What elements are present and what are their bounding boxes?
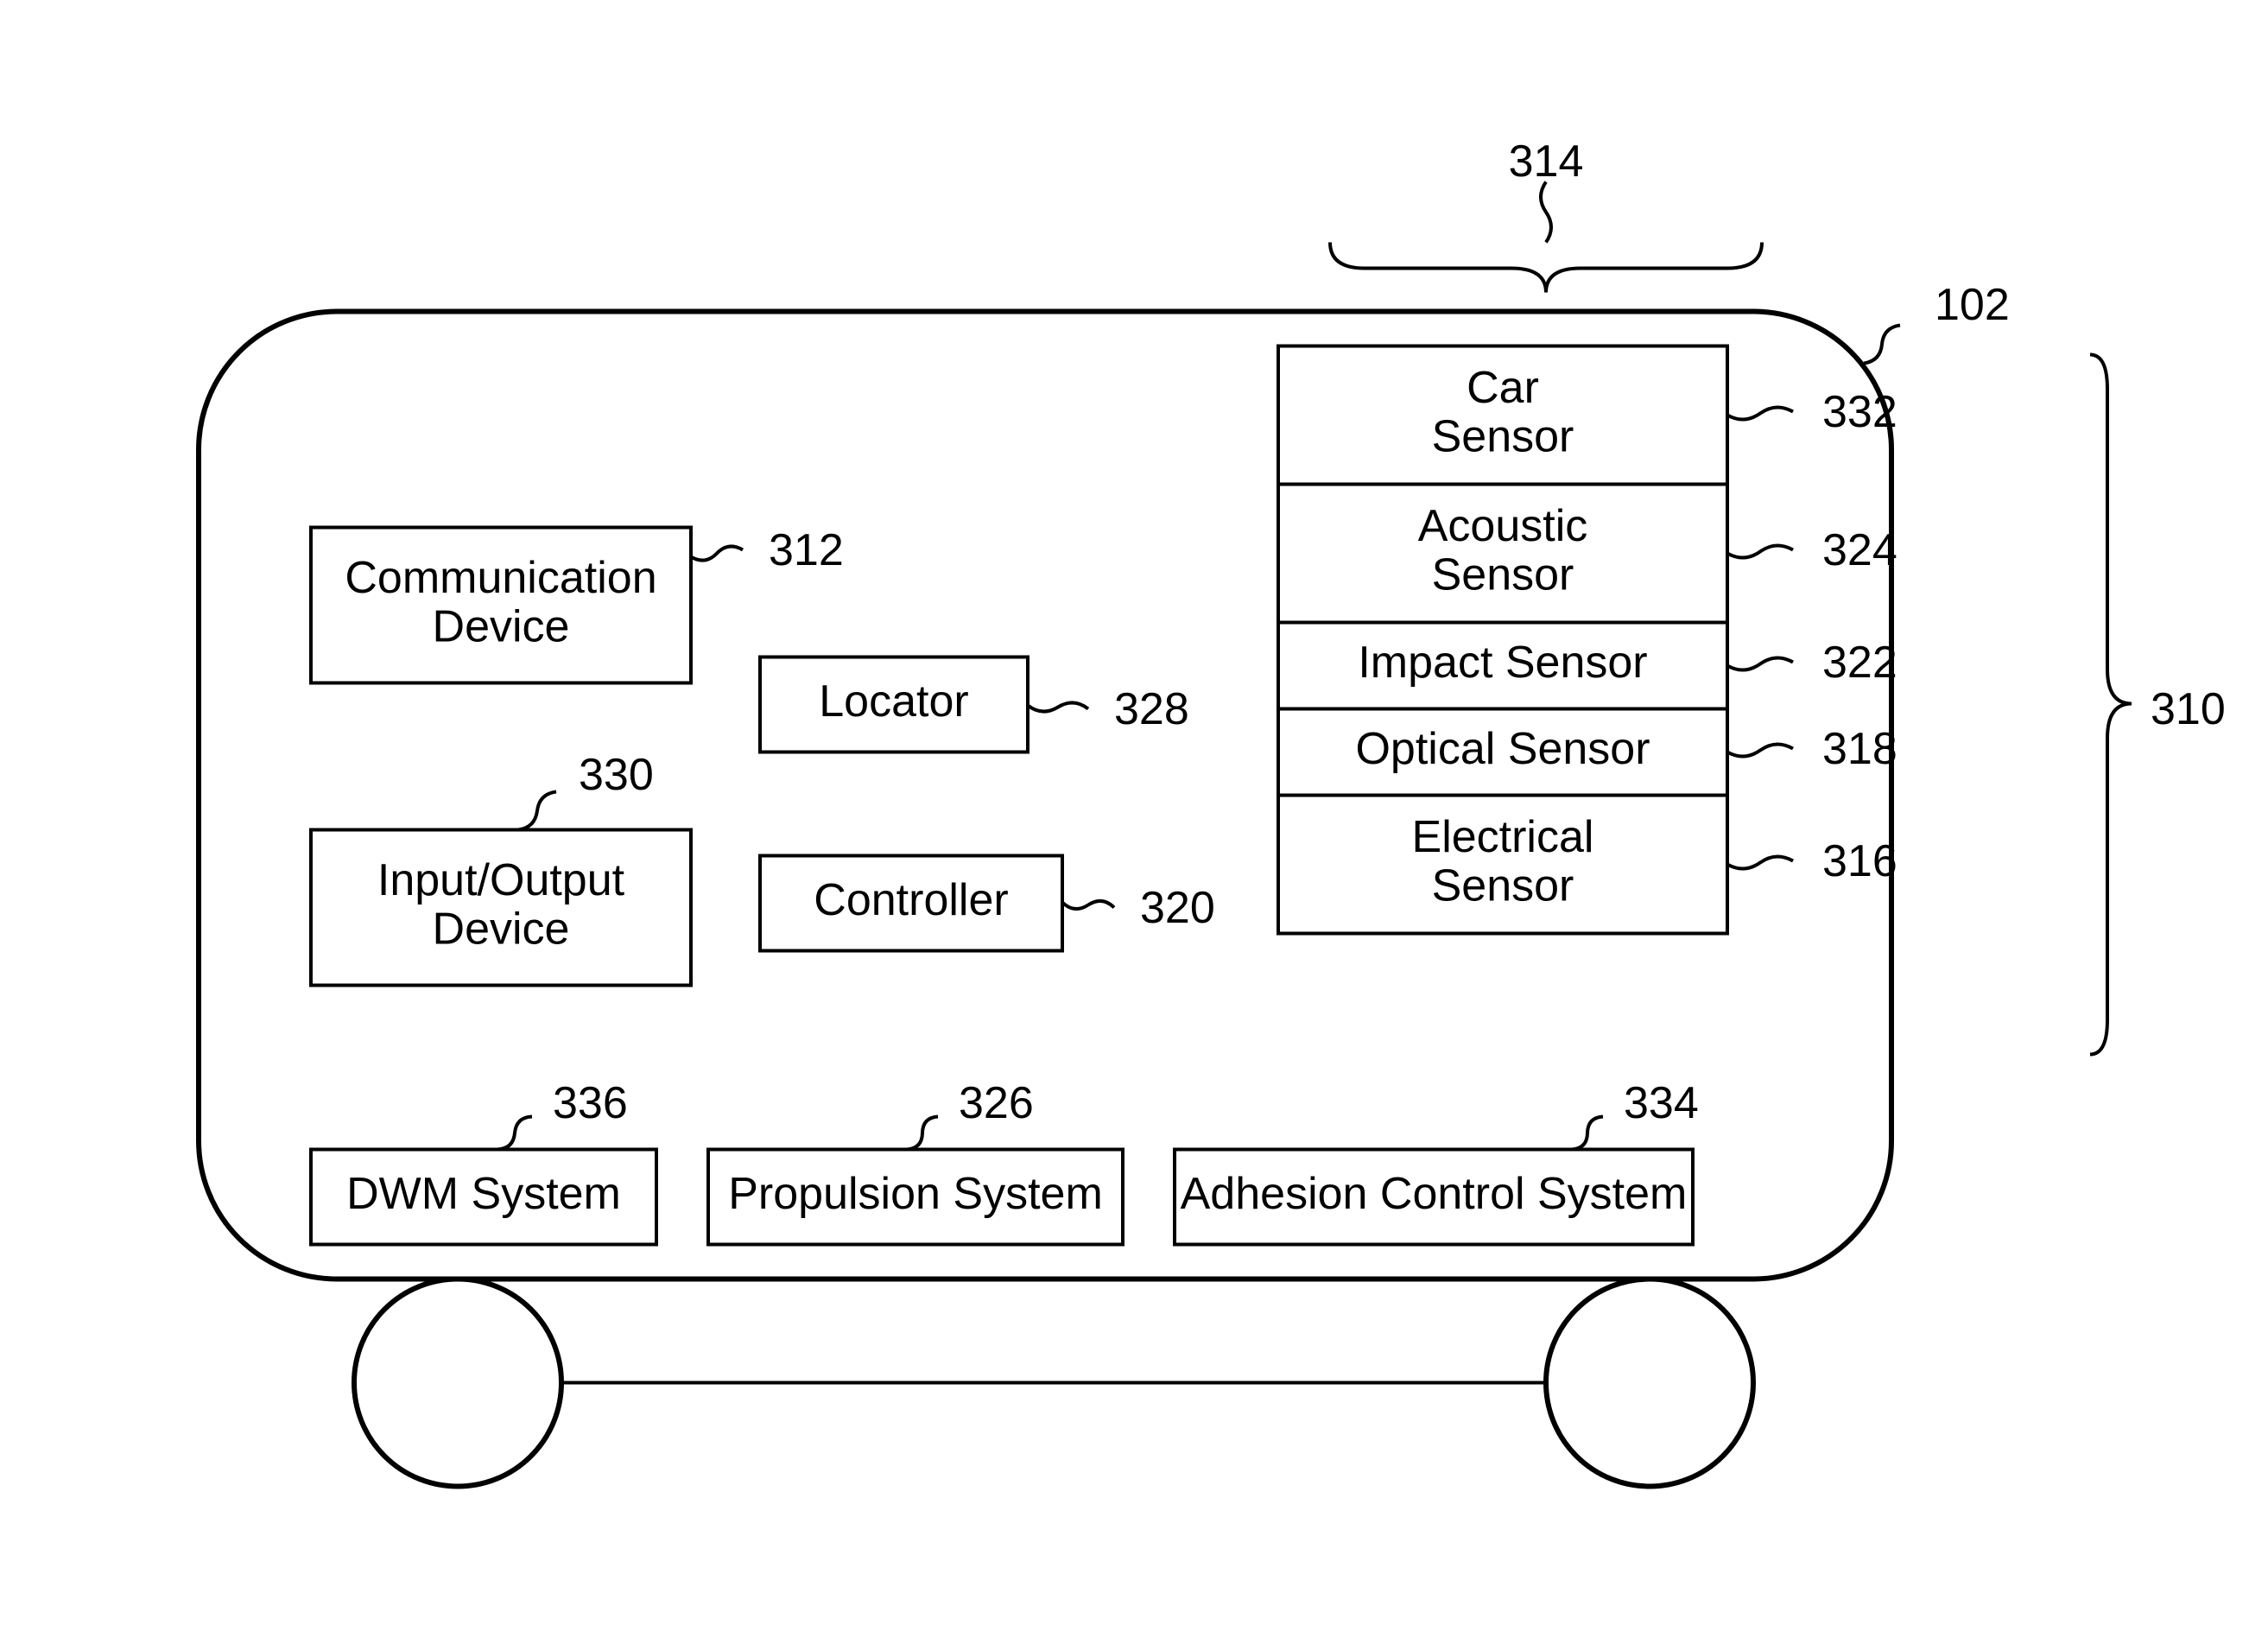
svg-text:Communication: Communication [345, 553, 656, 603]
ref-332: 332 [1822, 387, 1897, 437]
svg-text:Controller: Controller [814, 875, 1008, 925]
ref-336: 336 [553, 1078, 628, 1128]
svg-text:Acoustic: Acoustic [1418, 501, 1588, 551]
svg-text:Device: Device [433, 904, 570, 954]
ref-328: 328 [1114, 684, 1189, 734]
wheel-1 [1546, 1279, 1753, 1487]
svg-text:Impact Sensor: Impact Sensor [1358, 638, 1647, 688]
ref-316: 316 [1822, 836, 1897, 886]
svg-text:Electrical: Electrical [1412, 812, 1594, 862]
ref-310: 310 [2151, 684, 2226, 734]
ref-314: 314 [1509, 136, 1584, 187]
ref-326: 326 [959, 1078, 1034, 1128]
brace-314 [1330, 243, 1762, 293]
ref-312: 312 [769, 525, 844, 575]
ref-334: 334 [1624, 1078, 1699, 1128]
svg-text:Sensor: Sensor [1432, 860, 1574, 911]
svg-text:Locator: Locator [819, 676, 968, 727]
ref-320: 320 [1140, 883, 1215, 933]
svg-text:Sensor: Sensor [1432, 549, 1574, 600]
ref-102-leader [1864, 326, 1900, 364]
svg-text:DWM System: DWM System [346, 1169, 621, 1219]
svg-text:Input/Output: Input/Output [377, 855, 625, 905]
brace-314-tail [1541, 182, 1551, 243]
svg-text:Optical Sensor: Optical Sensor [1355, 724, 1650, 774]
brace-310 [2090, 355, 2132, 1055]
wheel-0 [354, 1279, 561, 1487]
ref-324: 324 [1822, 525, 1897, 575]
ref-318: 318 [1822, 724, 1897, 774]
svg-text:Sensor: Sensor [1432, 411, 1574, 461]
ref-322: 322 [1822, 638, 1897, 688]
svg-text:Propulsion System: Propulsion System [728, 1169, 1103, 1219]
svg-text:Device: Device [433, 601, 570, 651]
ref-102: 102 [1935, 280, 2010, 330]
svg-text:Adhesion Control System: Adhesion Control System [1181, 1169, 1688, 1219]
svg-text:Car: Car [1467, 363, 1539, 413]
ref-330: 330 [579, 750, 654, 800]
